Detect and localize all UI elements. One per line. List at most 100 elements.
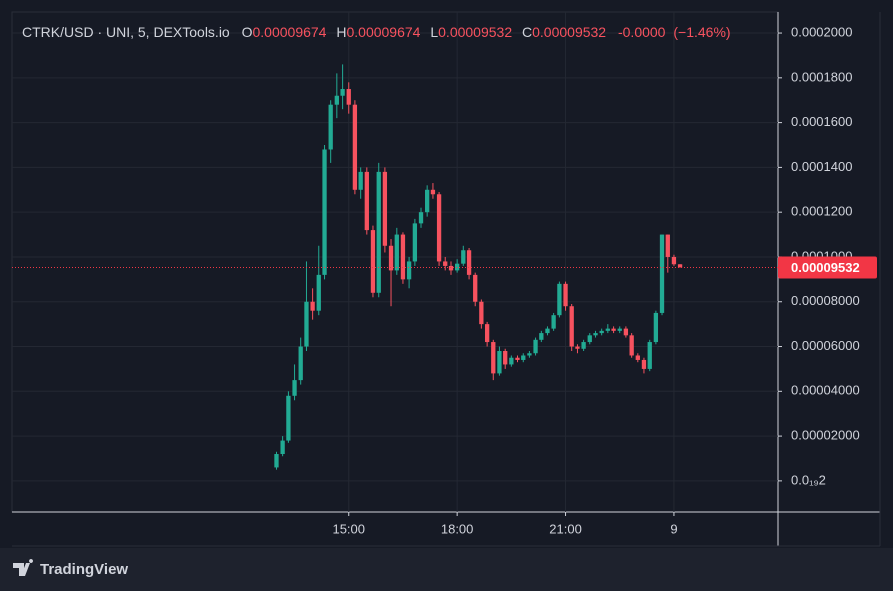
candle-body bbox=[587, 335, 592, 343]
candle-body bbox=[322, 149, 327, 275]
x-tick-label: 15:00 bbox=[332, 521, 365, 536]
candle-body bbox=[461, 250, 466, 264]
h-value: 0.00009674 bbox=[346, 24, 420, 40]
candle-body bbox=[533, 339, 538, 354]
candle-body bbox=[515, 357, 520, 360]
candle-body bbox=[484, 324, 490, 343]
candle-body bbox=[334, 95, 339, 105]
candle-body bbox=[466, 250, 472, 275]
candle-body bbox=[425, 189, 430, 213]
y-tick-label: 0.0₁₉2 bbox=[791, 472, 826, 487]
candle-body bbox=[599, 330, 604, 334]
y-tick-label: 0.00004000 bbox=[791, 383, 860, 398]
y-tick-label: 0.0001600 bbox=[791, 114, 852, 129]
candle-body bbox=[443, 261, 448, 266]
h-prefix: H bbox=[336, 24, 346, 40]
candle-body bbox=[328, 104, 333, 150]
c-value: 0.00009532 bbox=[532, 24, 606, 40]
brand-logo: TradingView bbox=[13, 559, 128, 578]
y-tick-label: 0.0001200 bbox=[791, 204, 852, 219]
candle-body bbox=[418, 212, 424, 224]
candle-body bbox=[563, 283, 568, 307]
axes: 0.0₁₉2 0.00002000 0.00004000 0.00006000 0.00… bbox=[12, 24, 877, 536]
candle-body bbox=[436, 194, 442, 262]
candle-body bbox=[557, 283, 562, 316]
candle-body bbox=[647, 342, 652, 369]
l-prefix: L bbox=[430, 24, 438, 40]
candle-body bbox=[310, 301, 315, 311]
candle-body bbox=[617, 328, 622, 331]
candle-body bbox=[406, 261, 412, 280]
candle-body bbox=[370, 230, 376, 293]
candle-body bbox=[503, 351, 508, 365]
y-tick-label: 0.00006000 bbox=[791, 338, 860, 353]
candle-body bbox=[473, 274, 478, 302]
candle-body bbox=[509, 357, 514, 365]
x-tick-label: 21:00 bbox=[549, 521, 582, 536]
c-prefix: C bbox=[522, 24, 532, 40]
candle-body bbox=[382, 171, 388, 246]
candle-body bbox=[388, 245, 394, 271]
candle-body bbox=[659, 234, 665, 313]
candle-body bbox=[430, 189, 436, 195]
candle-body bbox=[575, 346, 580, 349]
symbol: CTRK/USD · UNI, 5, DEXTools.io bbox=[22, 24, 230, 40]
candle-body bbox=[340, 89, 345, 96]
candle-body bbox=[569, 306, 574, 347]
candle-body bbox=[394, 234, 399, 271]
x-tick-label: 18:00 bbox=[441, 521, 474, 536]
candle-body bbox=[677, 264, 683, 268]
candle-body bbox=[454, 263, 460, 271]
legend: CTRK/USD · UNI, 5, DEXTools.io O0.000096… bbox=[22, 24, 731, 40]
change: -0.0000 bbox=[618, 24, 666, 40]
candle-body bbox=[364, 171, 369, 231]
candle-body bbox=[292, 380, 297, 396]
candle-body bbox=[491, 342, 496, 374]
chart-background bbox=[0, 0, 893, 548]
candle-body bbox=[623, 328, 629, 336]
candle-body bbox=[346, 89, 351, 105]
candle-body bbox=[304, 301, 309, 347]
candle-body bbox=[521, 355, 526, 360]
o-prefix: O bbox=[242, 24, 253, 40]
o-value: 0.00009674 bbox=[253, 24, 327, 40]
candle-body bbox=[316, 274, 321, 311]
candle-body bbox=[539, 333, 544, 340]
candle-body bbox=[635, 355, 640, 360]
candle-body bbox=[298, 346, 303, 381]
candle-body bbox=[497, 351, 502, 374]
candle-body bbox=[671, 256, 677, 265]
candle-body bbox=[641, 359, 647, 369]
candle-body bbox=[551, 315, 556, 329]
y-tick-label: 0.00002000 bbox=[791, 428, 860, 443]
candle-body bbox=[527, 353, 532, 356]
l-value: 0.00009532 bbox=[438, 24, 512, 40]
y-tick-label: 0.00008000 bbox=[791, 293, 860, 308]
candle-body bbox=[280, 440, 285, 455]
candle-body bbox=[545, 328, 550, 334]
candles bbox=[274, 64, 683, 470]
last-price-box bbox=[778, 256, 877, 279]
candle-body bbox=[665, 234, 670, 257]
candle-body bbox=[581, 342, 586, 349]
logo-icon bbox=[13, 559, 34, 576]
candle-body bbox=[358, 171, 363, 190]
candle-body bbox=[605, 328, 610, 331]
candle-body bbox=[611, 328, 616, 331]
candle-body bbox=[274, 454, 279, 468]
candle-body bbox=[376, 171, 381, 293]
y-tick-label: 0.0001400 bbox=[791, 159, 852, 174]
candle-body bbox=[448, 265, 454, 271]
candle-body bbox=[479, 301, 484, 325]
change-pct: (−1.46%) bbox=[673, 24, 730, 40]
x-tick-label: 9 bbox=[670, 521, 677, 536]
y-tick-label: 0.0002000 bbox=[791, 24, 852, 39]
candle-body bbox=[593, 333, 598, 336]
last-price-label: 0.00009532 bbox=[791, 260, 860, 275]
candle-body bbox=[352, 104, 358, 190]
candle-body bbox=[653, 312, 659, 343]
candle-body bbox=[629, 335, 634, 356]
y-tick-label: 0.0001800 bbox=[791, 69, 852, 84]
candle-body bbox=[286, 395, 291, 441]
